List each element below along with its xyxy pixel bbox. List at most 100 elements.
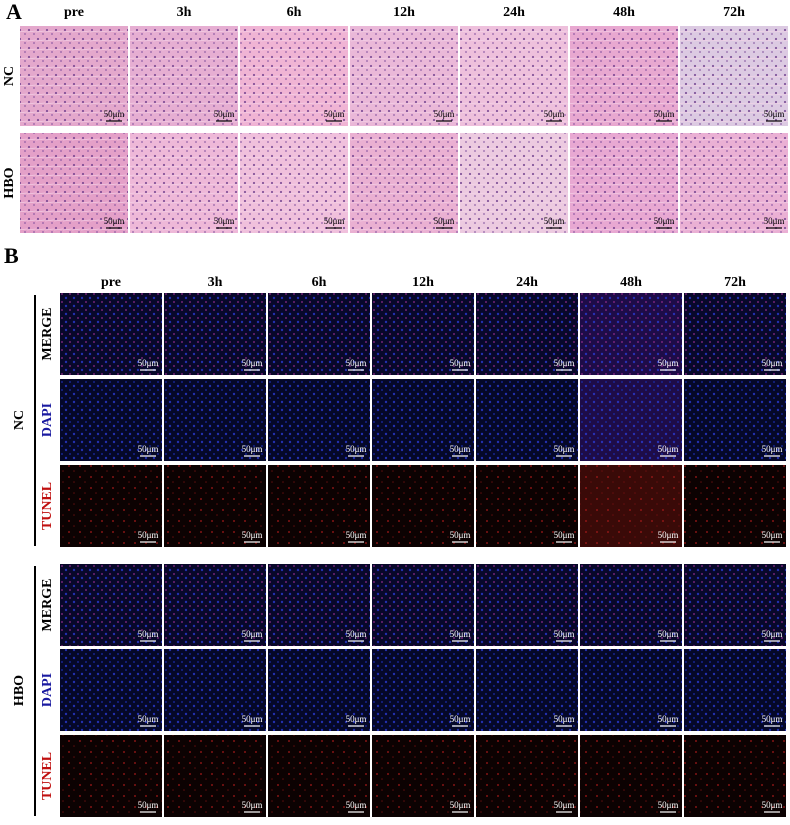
micrograph-texture [268, 649, 370, 731]
micrograph-texture [240, 133, 348, 233]
row-label: HBO [2, 167, 17, 198]
scale-bar-label: 50μm [764, 109, 785, 119]
micrograph-texture [680, 26, 788, 126]
scale-bar-label: 50μm [554, 444, 575, 454]
micrograph-texture [570, 26, 678, 126]
scale-bar-label: 50μm [762, 800, 783, 810]
panel-label: B [4, 243, 19, 268]
micrograph-texture [164, 735, 266, 817]
row-label: TUNEL [40, 482, 55, 530]
scale-bar-label: 50μm [450, 358, 471, 368]
micrograph-texture [460, 26, 568, 126]
scale-bar-label: 50μm [138, 800, 159, 810]
micrograph-texture [580, 379, 682, 461]
column-header: 48h [613, 5, 635, 20]
scale-bar-label: 50μm [138, 714, 159, 724]
micrograph-texture [20, 26, 128, 126]
micrograph-texture [684, 379, 786, 461]
scale-bar-label: 50μm [654, 109, 675, 119]
scale-bar-label: 50μm [242, 714, 263, 724]
micrograph-texture [60, 564, 162, 646]
scale-bar-label: 50μm [554, 629, 575, 639]
scale-bar-label: 50μm [658, 530, 679, 540]
micrograph-texture [268, 293, 370, 375]
micrograph-texture [372, 735, 474, 817]
scale-bar-label: 50μm [434, 109, 455, 119]
micrograph-texture [372, 293, 474, 375]
micrograph-texture [372, 649, 474, 731]
micrograph-texture [476, 465, 578, 547]
micrograph-texture [350, 26, 458, 126]
scale-bar-label: 50μm [214, 216, 235, 226]
scale-bar-label: 50μm [658, 714, 679, 724]
micrograph-texture [350, 133, 458, 233]
scale-bar-label: 50μm [450, 800, 471, 810]
scale-bar-label: 50μm [242, 629, 263, 639]
column-header: 6h [312, 275, 327, 290]
scale-bar-label: 50μm [324, 109, 345, 119]
micrograph-texture [476, 564, 578, 646]
micrograph-texture [580, 564, 682, 646]
scale-bar-label: 50μm [658, 444, 679, 454]
column-header: pre [64, 5, 84, 20]
scale-bar-label: 50μm [346, 530, 367, 540]
scale-bar-label: 50μm [762, 530, 783, 540]
scale-bar-label: 50μm [324, 216, 345, 226]
micrograph-texture [476, 735, 578, 817]
column-header: 72h [724, 275, 746, 290]
micrograph-texture [60, 735, 162, 817]
micrograph-texture [680, 133, 788, 233]
micrograph-texture [580, 735, 682, 817]
row-label: MERGE [40, 308, 55, 361]
micrograph-texture [268, 735, 370, 817]
scale-bar-label: 50μm [242, 800, 263, 810]
micrograph-texture [580, 465, 682, 547]
micrograph-texture [164, 649, 266, 731]
micrograph-texture [268, 564, 370, 646]
row-label: TUNEL [40, 752, 55, 800]
micrograph-texture [570, 133, 678, 233]
micrograph-texture [130, 26, 238, 126]
micrograph-texture [60, 649, 162, 731]
column-header: pre [101, 275, 121, 290]
micrograph-texture [372, 465, 474, 547]
micrograph-texture [460, 133, 568, 233]
micrograph-texture [240, 26, 348, 126]
scale-bar-label: 50μm [242, 444, 263, 454]
micrograph-texture [20, 133, 128, 233]
scale-bar-label: 50μm [554, 358, 575, 368]
scale-bar-label: 50μm [138, 530, 159, 540]
column-header: 3h [208, 275, 223, 290]
scale-bar-label: 50μm [346, 444, 367, 454]
micrograph-texture [60, 465, 162, 547]
scale-bar-label: 50μm [434, 216, 455, 226]
micrograph-texture [684, 649, 786, 731]
scale-bar-label: 50μm [554, 800, 575, 810]
scale-bar-label: 50μm [762, 629, 783, 639]
column-header: 3h [177, 5, 192, 20]
micrograph-texture [476, 649, 578, 731]
micrograph-texture [476, 293, 578, 375]
micrograph-texture [164, 293, 266, 375]
micrograph-texture [476, 379, 578, 461]
row-label: NC [2, 66, 17, 86]
column-header: 12h [393, 5, 415, 20]
micrograph-texture [372, 379, 474, 461]
scale-bar-label: 50μm [450, 714, 471, 724]
scale-bar-label: 50μm [242, 530, 263, 540]
row-label: DAPI [40, 403, 55, 437]
scale-bar-label: 50μm [658, 358, 679, 368]
scale-bar-label: 50μm [138, 629, 159, 639]
scale-bar-label: 50μm [658, 629, 679, 639]
micrograph-texture [684, 293, 786, 375]
scale-bar-label: 50μm [450, 530, 471, 540]
scale-bar-label: 50μm [544, 216, 565, 226]
column-header: 12h [412, 275, 434, 290]
micrograph-texture [684, 465, 786, 547]
micrograph-texture [164, 465, 266, 547]
scale-bar-label: 50μm [242, 358, 263, 368]
scale-bar-label: 50μm [764, 216, 785, 226]
micrograph-texture [60, 379, 162, 461]
micrograph-texture [684, 735, 786, 817]
